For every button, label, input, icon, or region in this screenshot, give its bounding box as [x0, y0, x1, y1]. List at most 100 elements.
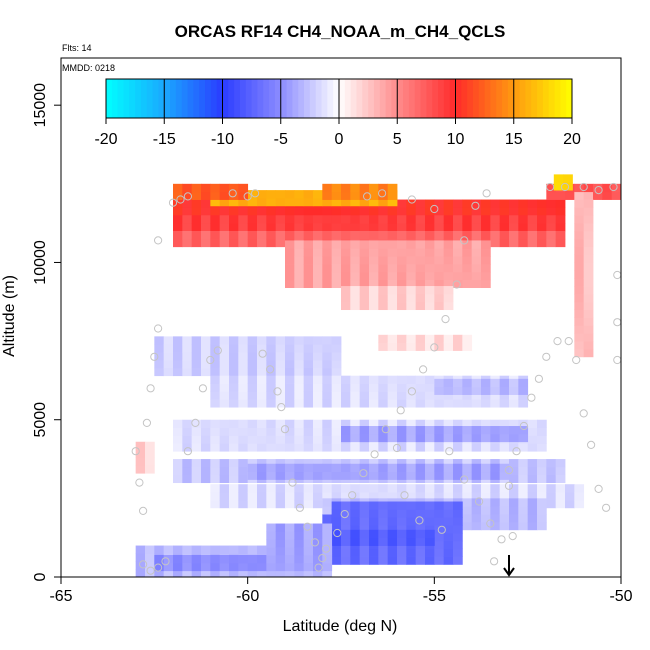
heatmap-cell — [481, 433, 491, 443]
heatmap-cell — [359, 279, 370, 289]
heatmap-cell — [453, 215, 463, 224]
heatmap-cell — [453, 264, 463, 273]
heatmap-cell — [406, 342, 417, 351]
heatmap-cell — [359, 240, 370, 249]
heatmap-cell — [294, 375, 305, 384]
heatmap-cell — [322, 336, 333, 345]
heatmap-cell — [303, 531, 314, 540]
heatmap-cell — [387, 383, 398, 392]
heatmap-cell — [322, 248, 333, 257]
heatmap-cell — [378, 215, 389, 224]
heatmap-cell — [303, 419, 314, 428]
heatmap-cell — [546, 466, 557, 476]
heatmap-cell — [210, 484, 221, 493]
heatmap-cell — [266, 523, 277, 532]
heatmap-cell — [331, 391, 342, 400]
heatmap-cell — [266, 459, 277, 468]
heatmap-cell — [191, 545, 202, 554]
heatmap-cell — [387, 463, 398, 473]
colorbar-segment — [537, 79, 544, 118]
heatmap-cell — [285, 375, 295, 384]
heatmap-cell — [378, 293, 389, 303]
heatmap-cell — [518, 207, 529, 216]
heatmap-cell — [210, 359, 221, 369]
heatmap-cell — [313, 523, 323, 532]
heatmap-cell — [182, 359, 193, 369]
heatmap-cell — [257, 399, 267, 408]
heatmap-cell — [322, 569, 333, 578]
heatmap-cell — [182, 344, 193, 353]
heatmap-cell — [369, 443, 379, 452]
heatmap-cell — [201, 569, 211, 578]
heatmap-cell — [387, 471, 398, 480]
heatmap-cell — [527, 231, 538, 240]
heatmap-cell — [303, 223, 314, 232]
heatmap-cell — [481, 459, 491, 468]
heatmap-cell — [173, 191, 183, 200]
heatmap-cell — [219, 492, 230, 501]
heatmap-cell — [257, 238, 267, 248]
heatmap-cell — [303, 197, 314, 207]
heatmap-cell — [499, 378, 510, 388]
heatmap-cell — [462, 459, 473, 468]
heatmap-cell — [387, 433, 398, 443]
heatmap-cell — [313, 336, 323, 345]
heatmap-cell — [219, 367, 230, 377]
heatmap-cell — [285, 223, 295, 232]
heatmap-cell — [201, 435, 211, 444]
heatmap-cell — [387, 548, 398, 557]
heatmap-cell — [322, 492, 333, 501]
heatmap-cell — [453, 256, 463, 265]
x-tick-label: -50 — [609, 588, 632, 605]
heatmap-cell — [163, 352, 174, 361]
heatmap-cell — [563, 182, 573, 191]
heatmap-cell — [229, 435, 239, 444]
heatmap-cell — [537, 215, 547, 224]
heatmap-cell — [331, 427, 342, 436]
heatmap-cell — [583, 293, 594, 303]
heatmap-cell — [313, 190, 323, 199]
heatmap-cell — [518, 466, 529, 476]
heatmap-cell — [219, 443, 230, 452]
heatmap-cell — [397, 271, 407, 281]
colorbar-segment — [263, 79, 270, 118]
heatmap-cell — [415, 383, 426, 392]
heatmap-cell — [173, 459, 183, 468]
heatmap-cell — [359, 383, 370, 392]
heatmap-cell — [201, 352, 211, 361]
heatmap-cell — [210, 191, 221, 200]
flight-point — [613, 270, 622, 280]
heatmap-cell — [397, 484, 407, 493]
heatmap-cell — [378, 443, 389, 452]
heatmap-cell — [350, 556, 361, 565]
heatmap-cell — [481, 521, 491, 531]
heatmap-cell — [471, 199, 482, 208]
heatmap-cell — [443, 433, 454, 443]
heatmap-cell — [583, 254, 594, 263]
heatmap-cell — [313, 547, 323, 556]
heatmap-cell — [415, 293, 426, 303]
heatmap-cell — [229, 215, 239, 224]
heatmap-cell — [425, 286, 435, 295]
heatmap-cell — [322, 383, 333, 392]
heatmap-cell — [387, 509, 398, 518]
colorbar-segment — [438, 79, 445, 118]
heatmap-cell — [509, 521, 519, 531]
heatmap-cell — [434, 293, 445, 303]
heatmap-cell — [397, 286, 407, 295]
heatmap-cell — [219, 336, 230, 345]
heatmap-cell — [537, 419, 547, 428]
heatmap-cell — [350, 537, 361, 546]
heatmap-cell — [537, 231, 547, 240]
heatmap-cell — [546, 191, 557, 200]
heatmap-cell — [387, 301, 398, 311]
heatmap-cell — [471, 426, 482, 435]
heatmap-cell — [443, 293, 454, 303]
heatmap-cell — [247, 562, 258, 572]
heatmap-cell — [453, 386, 463, 395]
heatmap-cell — [397, 334, 407, 344]
heatmap-cell — [229, 492, 239, 501]
heatmap-cell — [415, 484, 426, 493]
heatmap-cell — [285, 531, 295, 540]
heatmap-cell — [583, 317, 594, 326]
